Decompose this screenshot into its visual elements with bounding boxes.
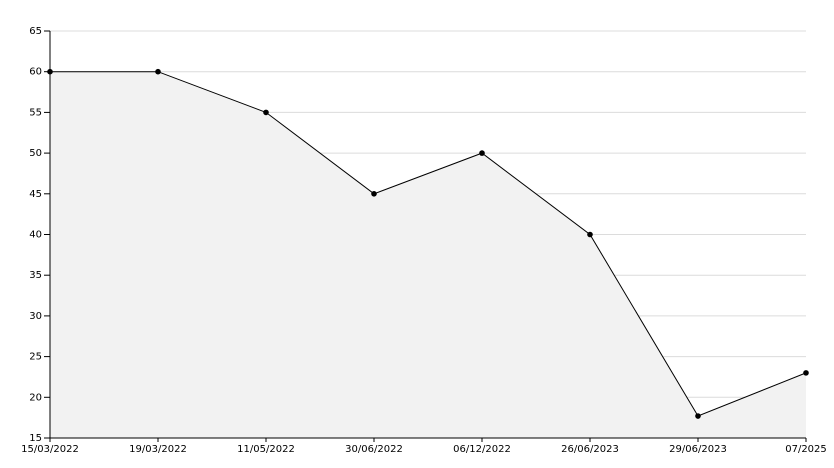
- x-tick-label: 11/05/2022: [237, 444, 295, 455]
- x-tick-label: 06/12/2022: [453, 444, 511, 455]
- y-tick-label: 25: [29, 352, 42, 363]
- y-tick-label: 55: [29, 107, 42, 118]
- point: [695, 413, 701, 419]
- point: [155, 68, 161, 75]
- y-tick-label: 15: [29, 433, 42, 444]
- x-tick-label: 29/06/2023: [669, 444, 727, 455]
- y-tick-label: 40: [29, 230, 42, 241]
- point: [803, 370, 809, 376]
- x-tick-label: 15/03/2022: [21, 444, 79, 455]
- y-tick-label: 50: [29, 148, 42, 159]
- line: [50, 71, 807, 417]
- point: [587, 231, 593, 238]
- x-tick-label: 30/06/2022: [345, 444, 403, 455]
- area-fill: [50, 71, 806, 438]
- x-tick-label: 07/2025: [785, 444, 827, 455]
- x-tick-label: 26/06/2023: [561, 444, 619, 455]
- point: [479, 150, 485, 156]
- point: [371, 191, 377, 197]
- y-tick-label: 60: [29, 67, 42, 78]
- y-tick-label: 35: [29, 270, 42, 281]
- x-tick-label: 19/03/2022: [129, 444, 187, 455]
- y-tick-label: 20: [29, 392, 42, 403]
- y-tick-label: 65: [29, 26, 42, 37]
- point: [263, 109, 269, 116]
- y-tick-label: 30: [29, 311, 42, 322]
- y-tick-label: 45: [29, 189, 42, 200]
